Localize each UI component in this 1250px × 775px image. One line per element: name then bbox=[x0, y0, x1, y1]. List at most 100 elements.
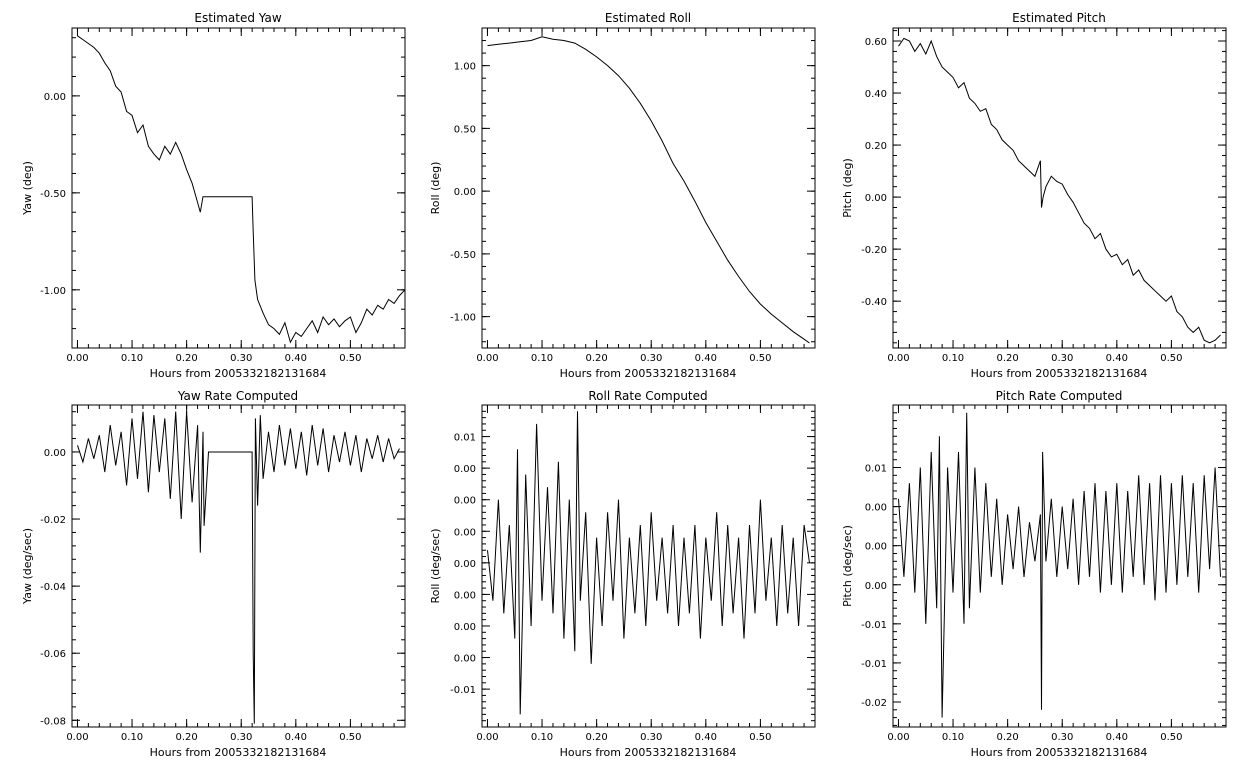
x-tick-label: 0.30 bbox=[1051, 732, 1073, 743]
x-tick-label: 0.50 bbox=[339, 732, 361, 743]
y-tick-label: -0.06 bbox=[40, 649, 66, 660]
x-tick-label: 0.30 bbox=[640, 732, 662, 743]
y-tick-label: -1.00 bbox=[40, 286, 66, 297]
y-tick-label: 0.00 bbox=[44, 92, 66, 103]
y-tick-label: -0.08 bbox=[40, 716, 66, 727]
y-tick-label: -0.01 bbox=[861, 659, 887, 670]
y-tick-label: 0.00 bbox=[865, 193, 887, 204]
y-tick-label: 0.00 bbox=[454, 527, 476, 538]
y-tick-label: -0.02 bbox=[40, 515, 66, 526]
x-tick-label: 0.30 bbox=[230, 353, 252, 364]
series-line bbox=[898, 412, 1221, 718]
x-axis-label: Hours from 2005332182131684 bbox=[560, 746, 737, 759]
x-tick-label: 0.40 bbox=[285, 353, 307, 364]
x-tick-label: 0.00 bbox=[476, 353, 498, 364]
x-tick-label: 0.50 bbox=[339, 353, 361, 364]
plot-frame bbox=[71, 404, 406, 728]
x-tick-label: 0.50 bbox=[1160, 353, 1182, 364]
y-tick-label: -0.50 bbox=[450, 250, 476, 261]
y-tick-label: -1.00 bbox=[450, 313, 476, 324]
y-tick-label: -0.01 bbox=[450, 685, 476, 696]
series-line bbox=[487, 36, 810, 344]
y-tick-label: 0.00 bbox=[454, 559, 476, 570]
y-tick-label: 0.01 bbox=[865, 464, 887, 475]
panel-title: Roll Rate Computed bbox=[588, 389, 707, 403]
panel-title: Yaw Rate Computed bbox=[177, 389, 298, 403]
y-tick-label: -0.01 bbox=[861, 620, 887, 631]
x-tick-label: 0.00 bbox=[66, 732, 88, 743]
x-tick-label: 0.10 bbox=[942, 353, 964, 364]
x-axis-label: Hours from 2005332182131684 bbox=[150, 367, 327, 380]
x-tick-label: 0.10 bbox=[531, 353, 553, 364]
y-tick-label: 0.50 bbox=[454, 124, 476, 135]
x-tick-label: 0.30 bbox=[230, 732, 252, 743]
plot-frame bbox=[892, 27, 1227, 349]
y-tick-label: 0.00 bbox=[865, 542, 887, 553]
y-tick-label: 0.00 bbox=[454, 187, 476, 198]
x-axis-label: Hours from 2005332182131684 bbox=[560, 367, 737, 380]
panel-roll-rate: Roll Rate Computed Hours from 2005332182… bbox=[429, 389, 816, 759]
panel-yaw-rate: Yaw Rate Computed Hours from 20053321821… bbox=[21, 389, 406, 759]
y-axis-label: Pitch (deg) bbox=[841, 158, 854, 218]
plot-frame bbox=[892, 404, 1227, 728]
x-tick-label: 0.10 bbox=[121, 732, 143, 743]
y-tick-label: 0.01 bbox=[454, 433, 476, 444]
x-tick-label: 0.20 bbox=[997, 353, 1019, 364]
x-tick-label: 0.20 bbox=[997, 732, 1019, 743]
y-axis-label: Pitch (deg/sec) bbox=[841, 525, 854, 607]
x-tick-label: 0.20 bbox=[176, 353, 198, 364]
x-tick-label: 0.50 bbox=[1160, 732, 1182, 743]
y-tick-label: 0.20 bbox=[865, 141, 887, 152]
y-tick-label: 0.00 bbox=[865, 503, 887, 514]
x-tick-label: 0.40 bbox=[695, 732, 717, 743]
y-tick-label: -0.02 bbox=[861, 698, 887, 709]
y-axis-label: Yaw (deg) bbox=[21, 161, 34, 216]
y-tick-label: -0.04 bbox=[40, 582, 66, 593]
x-tick-label: 0.40 bbox=[695, 353, 717, 364]
y-tick-label: 0.00 bbox=[865, 581, 887, 592]
x-tick-label: 0.50 bbox=[749, 353, 771, 364]
y-tick-label: 0.00 bbox=[454, 464, 476, 475]
series-line bbox=[77, 411, 400, 724]
y-tick-label: 0.00 bbox=[454, 622, 476, 633]
y-axis-label: Roll (deg) bbox=[429, 162, 442, 215]
x-tick-label: 0.10 bbox=[942, 732, 964, 743]
x-tick-label: 0.00 bbox=[66, 353, 88, 364]
plot-frame bbox=[481, 27, 816, 349]
x-axis-label: Hours from 2005332182131684 bbox=[150, 746, 327, 759]
x-tick-label: 0.00 bbox=[887, 732, 909, 743]
series-line bbox=[77, 35, 406, 344]
plot-frame bbox=[481, 404, 816, 728]
x-tick-label: 0.20 bbox=[586, 732, 608, 743]
y-tick-label: -0.40 bbox=[861, 297, 887, 308]
x-tick-label: 0.00 bbox=[476, 732, 498, 743]
y-tick-label: 0.00 bbox=[44, 448, 66, 459]
x-tick-label: 0.00 bbox=[887, 353, 909, 364]
x-tick-label: 0.40 bbox=[1106, 353, 1128, 364]
y-tick-label: 0.60 bbox=[865, 37, 887, 48]
series-line bbox=[487, 411, 810, 715]
panel-pitch: Estimated Pitch Hours from 2005332182131… bbox=[841, 11, 1227, 380]
x-axis-label: Hours from 2005332182131684 bbox=[971, 367, 1148, 380]
y-tick-label: -0.20 bbox=[861, 245, 887, 256]
x-tick-label: 0.20 bbox=[586, 353, 608, 364]
y-tick-label: 0.40 bbox=[865, 89, 887, 100]
x-tick-label: 0.30 bbox=[1051, 353, 1073, 364]
x-tick-label: 0.20 bbox=[176, 732, 198, 743]
y-axis-label: Roll (deg/sec) bbox=[429, 528, 442, 603]
x-tick-label: 0.40 bbox=[1106, 732, 1128, 743]
panel-roll: Estimated Roll Hours from 20053321821316… bbox=[429, 11, 816, 380]
x-axis-label: Hours from 2005332182131684 bbox=[971, 746, 1148, 759]
panel-pitch-rate: Pitch Rate Computed Hours from 200533218… bbox=[841, 389, 1227, 759]
panel-title: Pitch Rate Computed bbox=[996, 389, 1123, 403]
panel-yaw: Estimated Yaw Hours from 200533218213168… bbox=[21, 11, 406, 380]
y-tick-label: -0.50 bbox=[40, 189, 66, 200]
x-tick-label: 0.10 bbox=[121, 353, 143, 364]
y-tick-label: 1.00 bbox=[454, 62, 476, 73]
x-tick-label: 0.10 bbox=[531, 732, 553, 743]
series-line bbox=[898, 37, 1221, 344]
panel-title: Estimated Yaw bbox=[194, 11, 281, 25]
x-tick-label: 0.30 bbox=[640, 353, 662, 364]
y-tick-label: 0.00 bbox=[454, 590, 476, 601]
